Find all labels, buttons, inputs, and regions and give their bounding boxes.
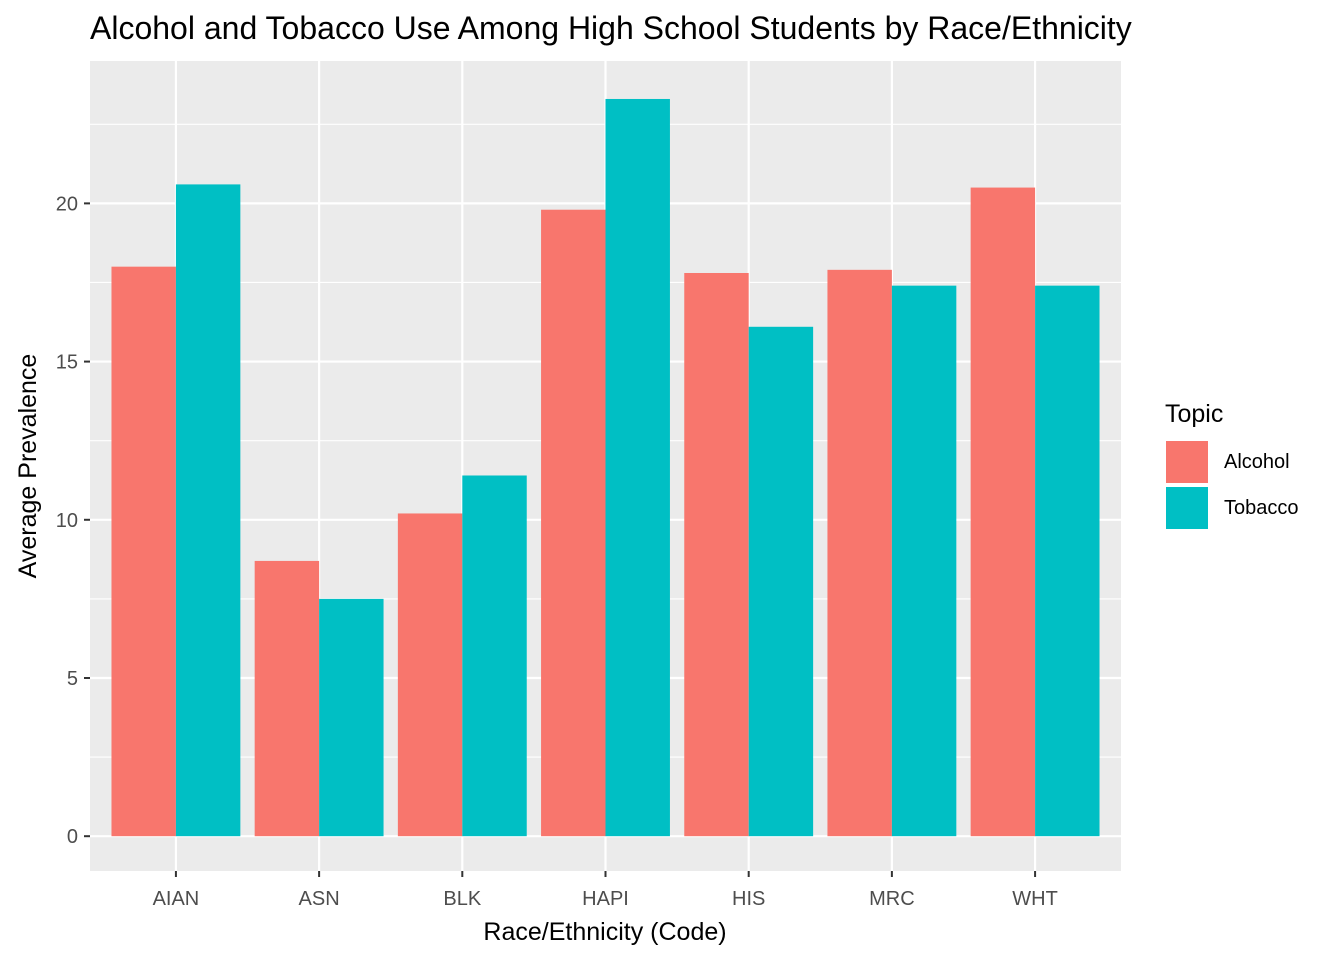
legend-title: Topic — [1165, 400, 1224, 428]
x-tick-label: HAPI — [582, 888, 629, 910]
y-axis-title: Average Prevalence — [14, 354, 42, 579]
y-tick-label: 5 — [67, 668, 78, 690]
bar-alcohol-blk — [397, 513, 463, 837]
bar-alcohol-asn — [254, 560, 320, 837]
legend-item-alcohol: Alcohol — [1165, 439, 1299, 485]
chart-title: Alcohol and Tobacco Use Among High Schoo… — [90, 10, 1132, 46]
x-tick-label: ASN — [299, 888, 340, 910]
bar-tobacco-hapi — [605, 98, 670, 837]
x-tick-label: BLK — [443, 888, 481, 910]
bar-tobacco-wht — [1035, 285, 1100, 837]
bar-alcohol-aian — [111, 266, 176, 837]
x-axis: AIAN ASN BLK HAPI HIS MRC WHT — [153, 871, 1058, 910]
y-tick-label: 0 — [67, 826, 78, 848]
legend-key-alcohol — [1165, 440, 1209, 484]
bar-alcohol-hapi — [541, 209, 606, 837]
bar-tobacco-blk — [462, 475, 527, 837]
x-axis-title: Race/Ethnicity (Code) — [483, 918, 726, 946]
bar-tobacco-asn — [319, 598, 384, 837]
legend: Topic Alcohol Tobacco — [1165, 400, 1299, 531]
y-tick-label: 15 — [56, 352, 78, 374]
y-tick-label: 10 — [56, 510, 78, 532]
legend-item-tobacco: Tobacco — [1165, 485, 1299, 531]
y-tick-label: 20 — [56, 193, 78, 215]
bar-tobacco-aian — [175, 184, 241, 837]
legend-key-tobacco — [1165, 486, 1209, 530]
bar-alcohol-his — [684, 272, 749, 837]
legend-label-alcohol: Alcohol — [1224, 450, 1290, 473]
bar-alcohol-mrc — [827, 269, 892, 837]
legend-label-tobacco: Tobacco — [1224, 496, 1299, 519]
x-tick-label: MRC — [869, 888, 915, 910]
bars — [111, 98, 1100, 837]
bar-tobacco-mrc — [891, 285, 957, 837]
x-tick-label: WHT — [1012, 888, 1058, 910]
x-tick-label: AIAN — [153, 888, 200, 910]
bar-tobacco-his — [748, 326, 814, 837]
bar-alcohol-wht — [970, 187, 1036, 837]
y-axis: 0 5 10 15 20 — [56, 193, 90, 848]
x-tick-label: HIS — [732, 888, 765, 910]
